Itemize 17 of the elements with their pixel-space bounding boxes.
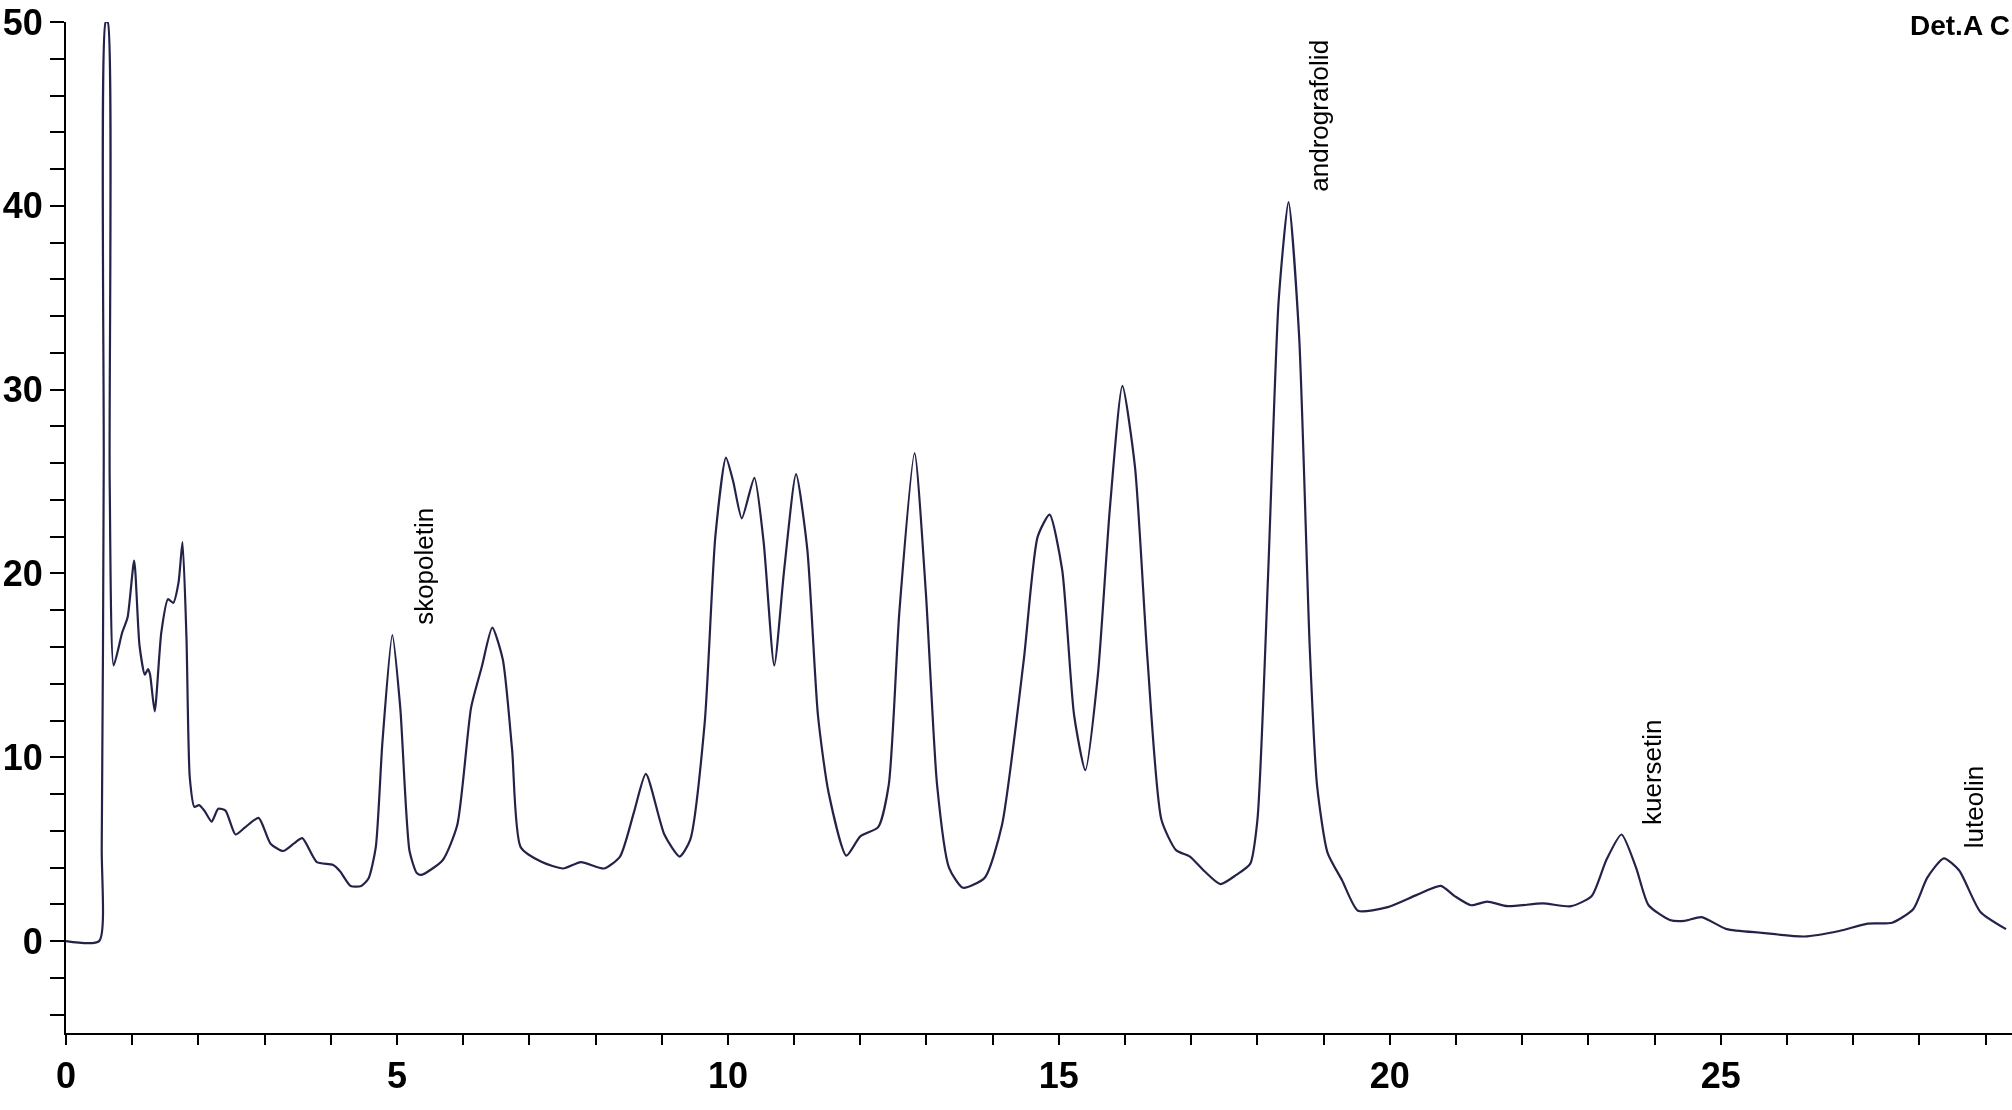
annotation: luteolin bbox=[1959, 765, 1990, 849]
x-tick-label: 5 bbox=[386, 1055, 407, 1097]
annotation: Det.A C bbox=[1910, 10, 2011, 41]
annotation: skopoletin bbox=[408, 507, 439, 625]
y-tick-label: 50 bbox=[2, 1, 43, 43]
x-tick-label: 15 bbox=[1038, 1055, 1079, 1097]
y-tick-label: 40 bbox=[2, 185, 43, 227]
x-tick-label: 0 bbox=[55, 1055, 77, 1097]
x-tick-label: 10 bbox=[707, 1055, 748, 1097]
y-tick-label: 30 bbox=[2, 369, 43, 411]
y-tick-label: 0 bbox=[22, 920, 43, 962]
x-tick-label: 25 bbox=[1700, 1055, 1741, 1097]
annotation: kuersetin bbox=[1637, 719, 1667, 825]
y-tick-label: 10 bbox=[2, 736, 43, 778]
y-tick-label: 20 bbox=[2, 553, 43, 595]
x-tick-label: 20 bbox=[1369, 1055, 1410, 1097]
annotation: andrografolid bbox=[1304, 39, 1335, 192]
